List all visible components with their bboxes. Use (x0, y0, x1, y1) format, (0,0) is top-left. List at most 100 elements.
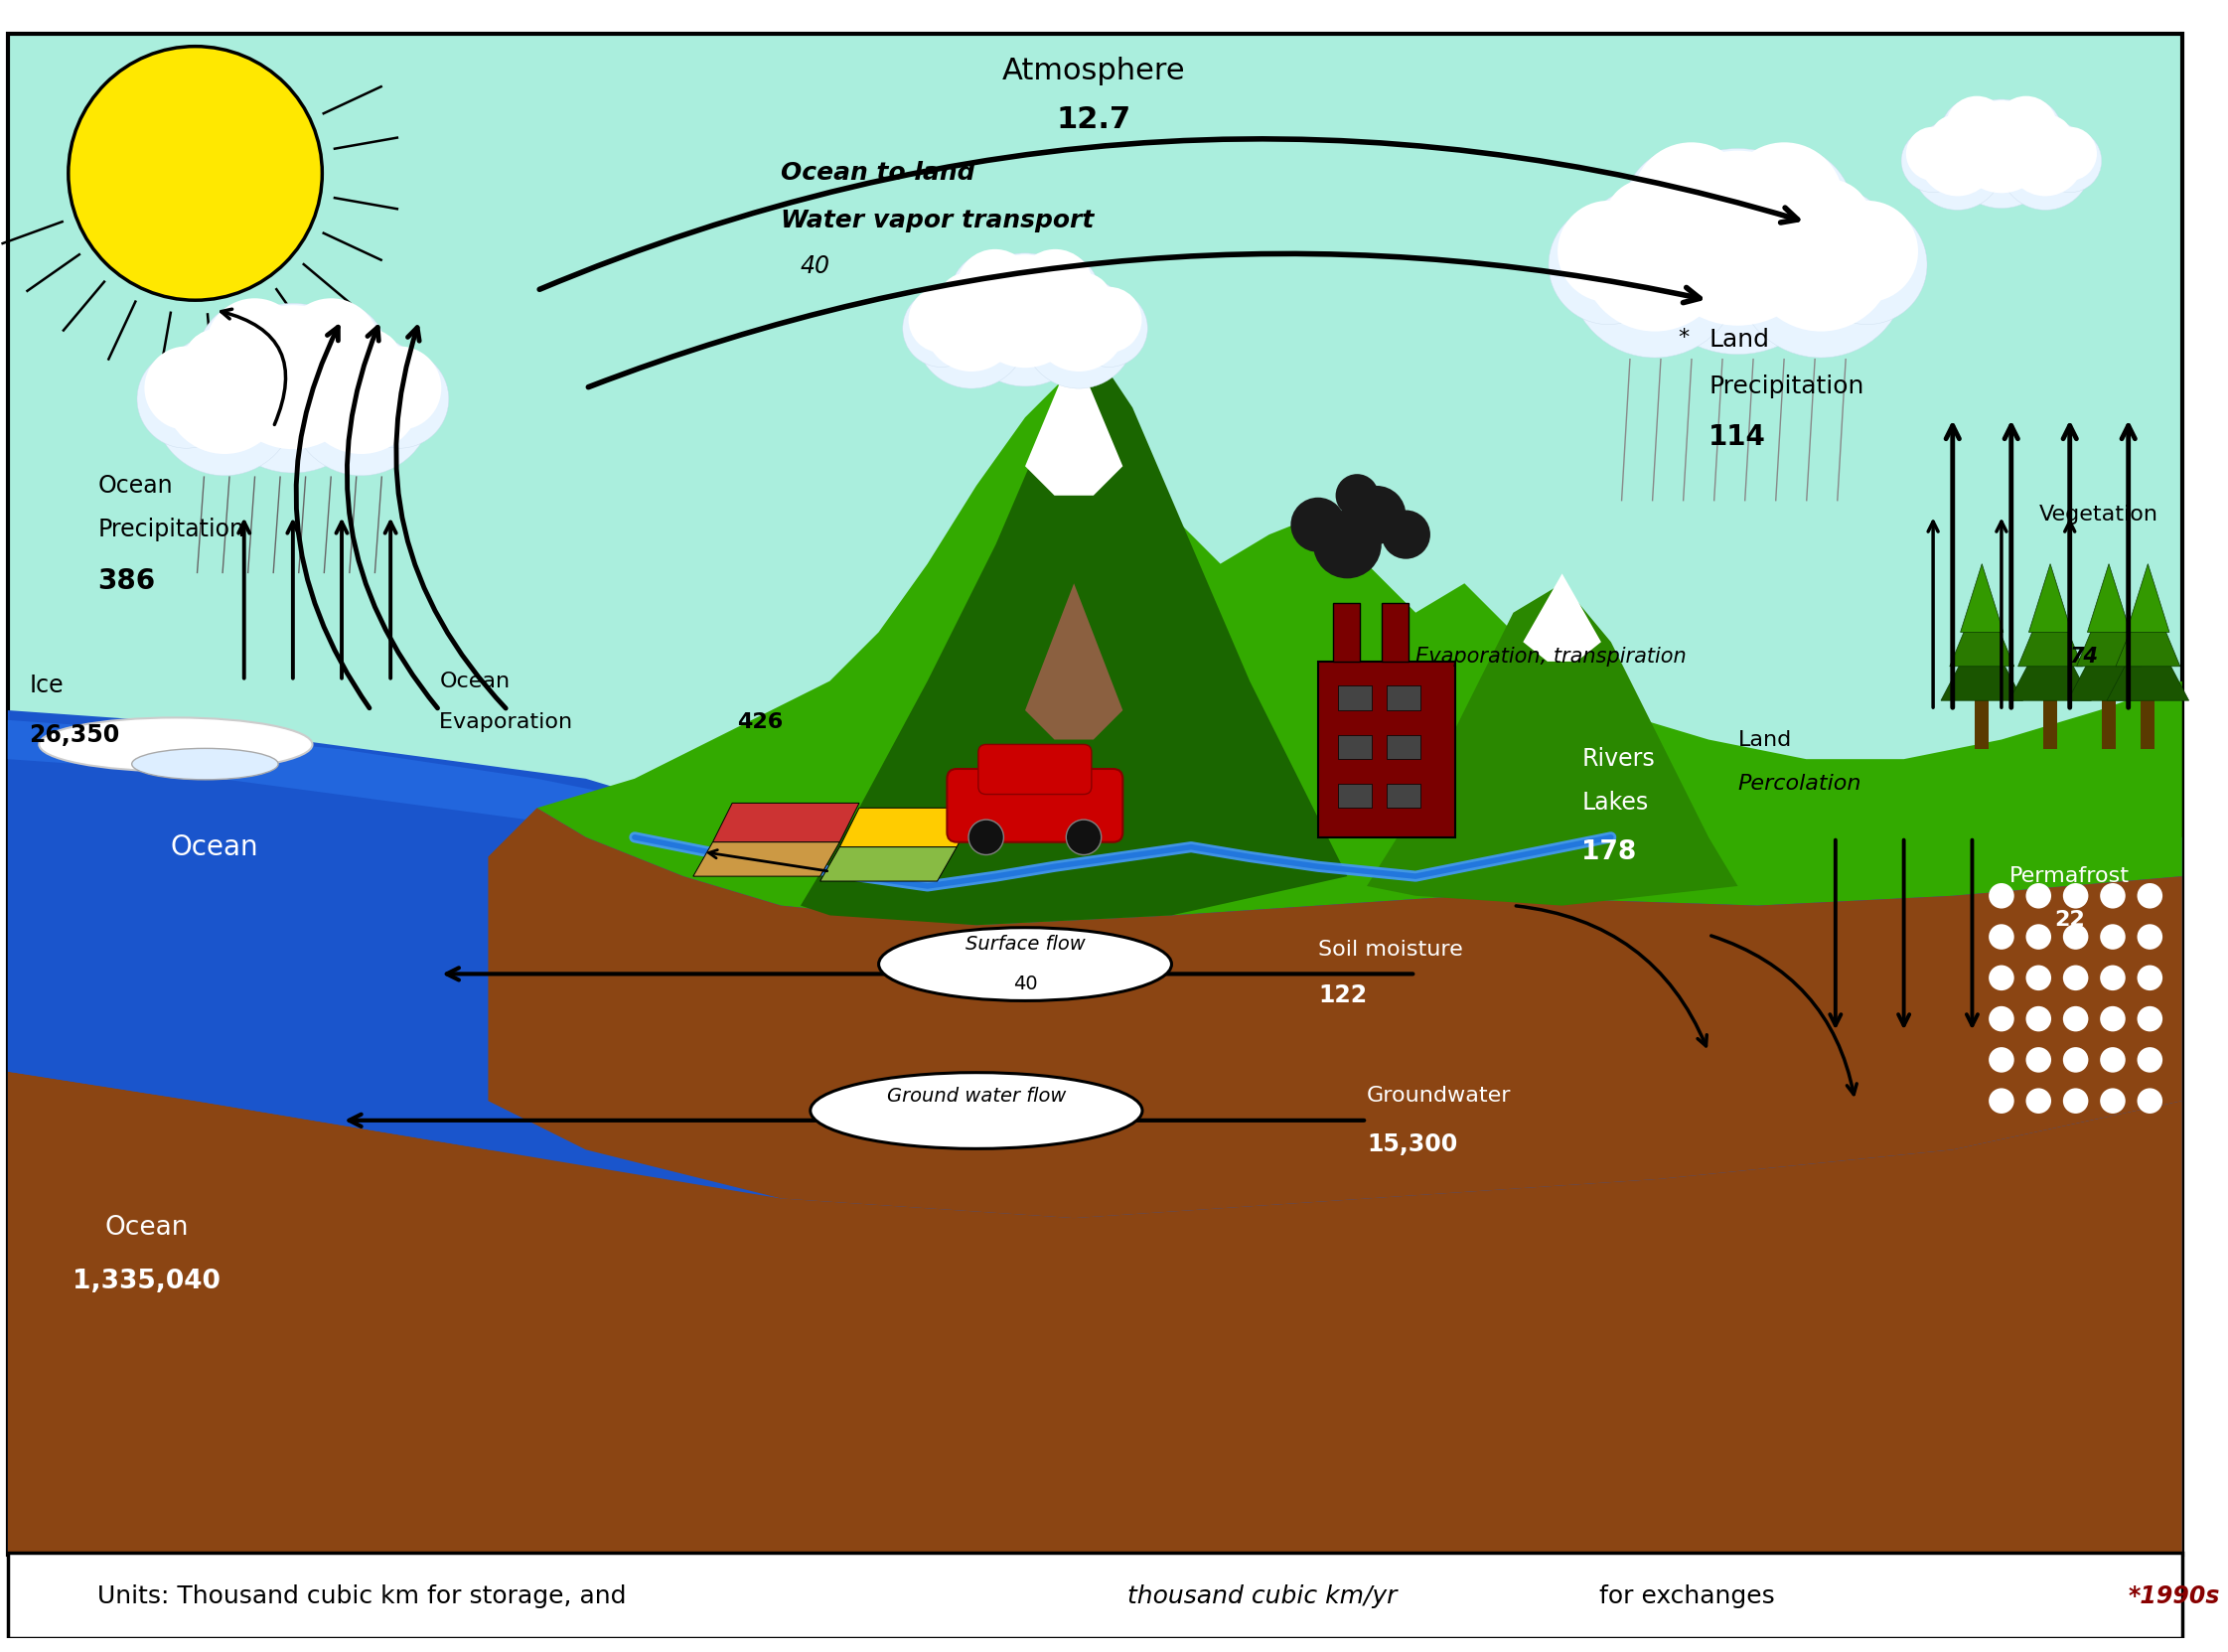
Bar (1319, 661, 1455, 838)
Bar (2141, 695, 2154, 750)
Circle shape (1941, 97, 2014, 172)
Circle shape (1557, 200, 1660, 302)
Circle shape (1947, 99, 2056, 208)
FancyBboxPatch shape (978, 745, 1092, 795)
Polygon shape (2030, 563, 2072, 633)
Circle shape (969, 254, 1083, 368)
Text: 12.7: 12.7 (1056, 106, 1132, 134)
Circle shape (1009, 251, 1101, 342)
Circle shape (938, 273, 994, 327)
Circle shape (1381, 510, 1430, 558)
Text: thousand cubic km/yr: thousand cubic km/yr (1127, 1584, 1397, 1609)
Circle shape (949, 251, 1040, 342)
Circle shape (1900, 129, 1965, 192)
Circle shape (1990, 1047, 2014, 1072)
Bar (1386, 735, 1421, 760)
Circle shape (2023, 119, 2076, 172)
Circle shape (1651, 150, 1825, 325)
Circle shape (1956, 101, 2048, 193)
Text: Ocean to land: Ocean to land (782, 162, 976, 185)
Bar (9, 1553, 2181, 1637)
Circle shape (1912, 119, 2003, 210)
Polygon shape (488, 808, 2181, 1218)
Polygon shape (1025, 349, 1123, 496)
Text: Ocean: Ocean (105, 1214, 189, 1241)
Polygon shape (2117, 588, 2181, 666)
Text: Percolation: Percolation (1738, 773, 1863, 793)
Bar (1974, 695, 1990, 750)
Circle shape (2001, 119, 2092, 210)
Circle shape (2025, 1047, 2052, 1072)
Circle shape (934, 278, 998, 342)
Circle shape (1736, 185, 1907, 357)
Ellipse shape (878, 927, 1172, 1001)
Bar (1337, 783, 1372, 808)
Circle shape (2063, 1089, 2088, 1113)
Text: 114: 114 (1709, 423, 1767, 451)
Circle shape (221, 306, 365, 449)
Text: Ocean: Ocean (172, 833, 258, 861)
Circle shape (1016, 249, 1094, 325)
Circle shape (154, 334, 296, 476)
Circle shape (1990, 97, 2063, 172)
Polygon shape (2076, 588, 2141, 666)
Circle shape (1787, 178, 1872, 264)
Text: Evaporation, transpiration: Evaporation, transpiration (1415, 646, 1693, 666)
Polygon shape (9, 1072, 2181, 1555)
Text: Land: Land (1738, 730, 1791, 750)
Polygon shape (9, 710, 2181, 1555)
Text: 426: 426 (737, 712, 782, 732)
Circle shape (290, 334, 432, 476)
Circle shape (1716, 145, 1854, 284)
Circle shape (2007, 119, 2083, 197)
Circle shape (1052, 278, 1116, 342)
Circle shape (1945, 96, 2007, 159)
Text: *1990s: *1990s (2128, 1584, 2221, 1609)
Text: Soil moisture: Soil moisture (1319, 940, 1464, 960)
Circle shape (2027, 116, 2072, 160)
Text: Ocean: Ocean (98, 474, 174, 497)
Circle shape (1348, 486, 1406, 544)
Polygon shape (820, 847, 956, 881)
Bar (2101, 695, 2117, 750)
Ellipse shape (811, 1072, 1143, 1148)
Polygon shape (840, 808, 976, 847)
Text: 122: 122 (1319, 983, 1366, 1008)
Text: Land: Land (1709, 327, 1769, 352)
Circle shape (1076, 287, 1141, 352)
Circle shape (2137, 1047, 2163, 1072)
Polygon shape (2010, 623, 2092, 700)
Text: 22: 22 (2054, 910, 2085, 930)
Circle shape (2025, 965, 2052, 991)
Circle shape (1548, 205, 1669, 324)
Circle shape (183, 329, 252, 398)
Text: Ice: Ice (29, 674, 65, 697)
Circle shape (2063, 923, 2088, 950)
Circle shape (176, 334, 258, 415)
Circle shape (1633, 142, 1751, 261)
Circle shape (207, 304, 377, 472)
Circle shape (145, 347, 227, 430)
Circle shape (1597, 185, 1696, 284)
Circle shape (2137, 923, 2163, 950)
Bar (1337, 735, 1372, 760)
Circle shape (1905, 127, 1961, 180)
Ellipse shape (131, 748, 278, 780)
Circle shape (198, 301, 312, 415)
Text: Ground water flow: Ground water flow (887, 1087, 1065, 1105)
Circle shape (138, 350, 236, 448)
Circle shape (2101, 1006, 2126, 1031)
Circle shape (902, 289, 980, 367)
Circle shape (350, 350, 448, 448)
Text: 40: 40 (800, 254, 831, 278)
Text: 40: 40 (1014, 975, 1038, 993)
Circle shape (2025, 923, 2052, 950)
Text: Vegetation: Vegetation (2039, 506, 2159, 525)
Circle shape (956, 249, 1034, 325)
Text: Rivers: Rivers (1582, 747, 1655, 771)
Circle shape (2025, 884, 2052, 909)
Text: for exchanges: for exchanges (1591, 1584, 1776, 1609)
Text: Permafrost: Permafrost (2010, 866, 2130, 885)
Text: 74: 74 (2070, 646, 2099, 666)
Circle shape (909, 287, 974, 352)
